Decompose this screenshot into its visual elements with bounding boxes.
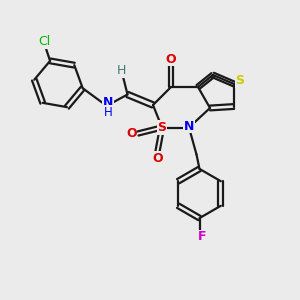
Text: O: O: [152, 152, 163, 165]
Text: O: O: [166, 52, 176, 66]
Text: S: S: [236, 74, 244, 88]
Text: O: O: [126, 127, 137, 140]
Text: H: H: [117, 64, 126, 77]
Text: F: F: [198, 230, 207, 243]
Text: H: H: [103, 106, 112, 119]
Text: N: N: [103, 95, 113, 109]
Text: Cl: Cl: [38, 35, 50, 48]
Text: S: S: [158, 121, 166, 134]
Text: N: N: [184, 119, 194, 133]
